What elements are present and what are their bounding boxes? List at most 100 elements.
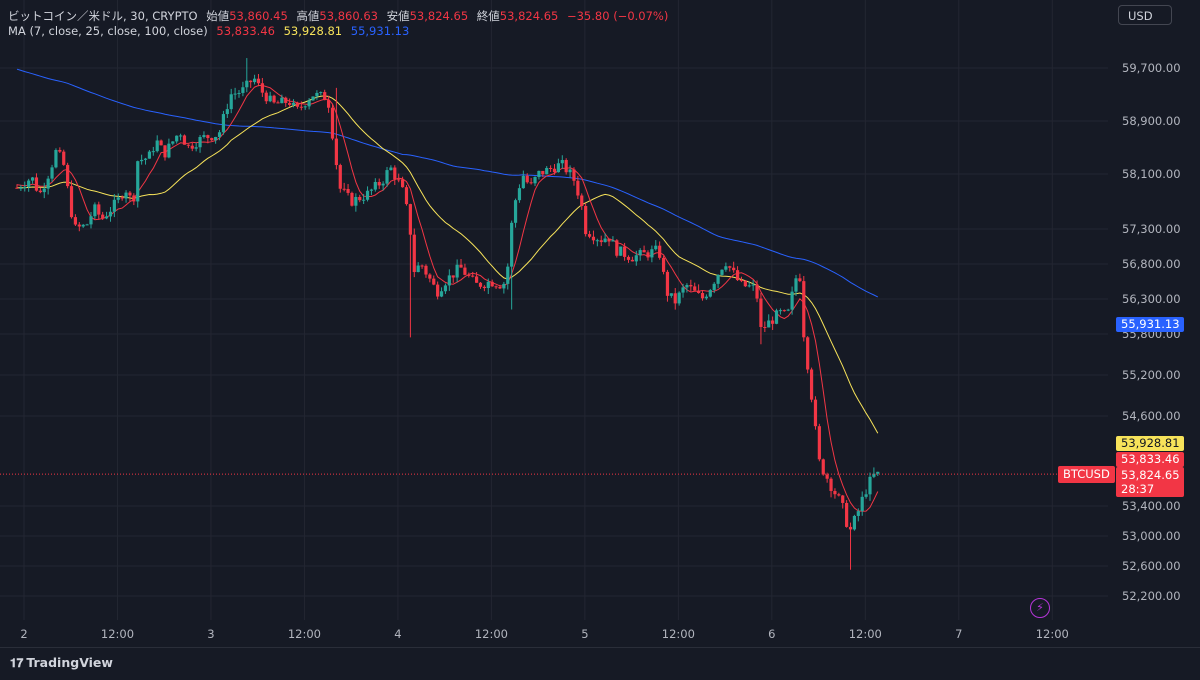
- symbol-title[interactable]: ビットコイン／米ドル, 30, CRYPTO: [8, 9, 198, 23]
- candle-body: [595, 240, 599, 242]
- candle-body: [685, 285, 689, 288]
- candles: [15, 58, 880, 570]
- candle-body: [646, 252, 650, 258]
- candle-body: [482, 286, 486, 289]
- time-tick-label: 6: [768, 627, 775, 641]
- candle-body: [813, 399, 818, 427]
- candle-body: [739, 280, 744, 282]
- currency-button[interactable]: USD: [1118, 5, 1172, 25]
- candle-body: [46, 178, 50, 189]
- candle-body: [385, 170, 389, 184]
- candle-body: [786, 309, 790, 311]
- candle-body: [299, 106, 303, 108]
- candle-body: [291, 102, 296, 105]
- candle-body: [210, 138, 214, 141]
- candle-body: [755, 284, 759, 299]
- candle-body: [112, 199, 116, 212]
- high-value: 53,860.63: [319, 9, 378, 23]
- candle-body: [821, 459, 825, 475]
- candle-body: [603, 238, 607, 243]
- candle-body: [311, 96, 315, 101]
- candle-body: [447, 275, 451, 286]
- time-tick-label: 12:00: [101, 627, 134, 641]
- candle-body: [358, 196, 362, 201]
- candle-body: [732, 267, 736, 271]
- time-axis[interactable]: 2 12:00 3 12:00 4 12:00 5 12:00 6 12:00 7 12:00: [20, 627, 1069, 641]
- candle-body: [802, 281, 806, 338]
- candle-body: [58, 149, 62, 152]
- lightning-icon[interactable]: ⚡: [1030, 598, 1050, 618]
- candle-body: [490, 281, 494, 287]
- candle-body: [147, 151, 152, 159]
- ma-indicator-label[interactable]: MA (7, close, 25, close, 100, close): [8, 24, 208, 38]
- candle-body: [471, 275, 475, 277]
- bottom-divider: [0, 647, 1200, 648]
- candle-body: [151, 151, 155, 153]
- candle-body: [97, 204, 101, 215]
- candle-body: [295, 102, 300, 107]
- candle-body: [128, 192, 132, 196]
- candle-body: [420, 265, 424, 267]
- time-tick-label: 12:00: [475, 627, 508, 641]
- candle-body: [774, 310, 779, 324]
- candle-body: [658, 245, 662, 258]
- candle-body: [611, 240, 615, 242]
- candle-body: [245, 80, 249, 88]
- candle-body: [864, 494, 868, 497]
- price-tick-label: 58,100.00: [1122, 167, 1181, 181]
- time-tick-label: 12:00: [288, 627, 321, 641]
- candle-body: [288, 102, 292, 105]
- candle-body: [34, 177, 39, 191]
- candle-body: [856, 511, 860, 516]
- ma25-line: [17, 95, 879, 434]
- brand-name: TradingView: [26, 655, 113, 670]
- candle-body: [572, 169, 576, 181]
- candle-body: [326, 100, 331, 108]
- candle-body: [615, 240, 619, 256]
- tradingview-logo[interactable]: 𝟏𝟕 TradingView: [10, 655, 113, 671]
- candle-body: [486, 281, 490, 289]
- ma-legend[interactable]: MA (7, close, 25, close, 100, close) 53,…: [8, 24, 414, 38]
- candle-body: [759, 298, 763, 327]
- candle-body: [140, 159, 144, 162]
- candle-body: [623, 246, 627, 257]
- candle-body: [108, 211, 113, 217]
- ma100-series: [16, 68, 879, 298]
- candle-body: [373, 181, 377, 190]
- candle-body: [794, 278, 798, 292]
- candle-body: [525, 175, 529, 183]
- candle-body: [735, 270, 740, 281]
- candle-body: [120, 197, 124, 199]
- candle-body: [124, 192, 128, 199]
- candlestick-chart[interactable]: 59,700.00 58,900.00 58,100.00 57,300.00 56,8…: [0, 0, 1200, 648]
- candle-body: [66, 164, 70, 187]
- candle-body: [763, 326, 767, 328]
- ma25-series: [17, 95, 879, 434]
- price-axis[interactable]: 59,700.00 58,900.00 58,100.00 57,300.00 56,8…: [1122, 61, 1181, 603]
- candle-body: [790, 291, 794, 310]
- candle-body: [77, 224, 81, 227]
- candle-body: [587, 234, 592, 237]
- candle-body: [751, 284, 755, 286]
- candle-body: [868, 476, 872, 495]
- candle-body: [513, 200, 518, 223]
- last-price-value: 53,824.65: [1121, 468, 1180, 482]
- candle-body: [381, 183, 385, 186]
- candle-body: [362, 199, 366, 201]
- candle-body: [323, 92, 327, 101]
- candle-body: [416, 265, 420, 273]
- candle-body: [809, 369, 814, 400]
- ma100-price-label: 55,931.13: [1116, 317, 1184, 332]
- ma7-series: [16, 84, 879, 512]
- candle-body: [81, 224, 85, 227]
- candle-body: [237, 92, 241, 94]
- candle-body: [229, 94, 233, 110]
- price-tick-label: 59,700.00: [1122, 61, 1181, 75]
- price-tick-label: 58,900.00: [1122, 114, 1181, 128]
- ma7-line: [16, 84, 879, 512]
- candle-body: [564, 160, 568, 173]
- candle-body: [852, 515, 857, 530]
- candle-body: [101, 214, 105, 219]
- candle-body: [537, 170, 541, 177]
- candle-body: [556, 163, 560, 173]
